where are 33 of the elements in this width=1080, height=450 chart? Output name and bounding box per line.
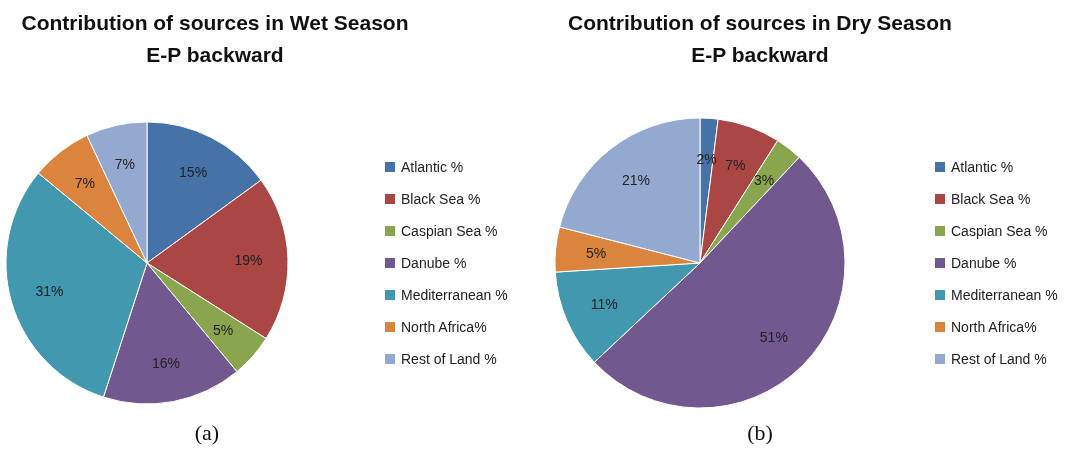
data-label: 31% [35, 283, 64, 300]
data-label: 3% [753, 172, 775, 189]
legend-label: Caspian Sea % [951, 222, 1048, 239]
legend-label: North Africa% [401, 318, 487, 335]
data-label: 5% [585, 245, 607, 262]
legend-label: Caspian Sea % [401, 222, 498, 239]
data-label: 7% [725, 156, 746, 173]
chart-subtitle: E-P backward [146, 43, 284, 66]
legend-label: Black Sea % [951, 190, 1031, 207]
legend-label: North Africa% [951, 318, 1037, 335]
legend-label: Atlantic % [951, 158, 1014, 175]
legend-label: Mediterranean % [951, 286, 1058, 303]
data-label: 11% [590, 296, 618, 313]
legend-label: Danube % [951, 254, 1017, 271]
legend-label: Black Sea % [401, 190, 481, 207]
legend-label: Rest of Land % [951, 350, 1047, 367]
data-label: 7% [74, 174, 95, 191]
legend-label: Mediterranean % [401, 286, 508, 303]
chart-title: Contribution of sources in Dry Season [568, 11, 952, 34]
data-label: 21% [622, 172, 651, 189]
legend-label: Atlantic % [401, 158, 464, 175]
data-label: 15% [179, 164, 208, 181]
text: (a) [194, 420, 220, 445]
data-label: 16% [152, 354, 181, 371]
legend-label: Rest of Land % [401, 350, 497, 367]
chart-subtitle: E-P backward [691, 43, 829, 66]
data-label: 7% [114, 155, 135, 172]
data-label: 51% [759, 328, 788, 345]
data-label: 19% [234, 251, 263, 268]
text: (b) [747, 420, 773, 445]
legend-label: Danube % [401, 254, 467, 271]
chart-title: Contribution of sources in Wet Season [21, 11, 409, 34]
data-label: 5% [213, 322, 234, 339]
